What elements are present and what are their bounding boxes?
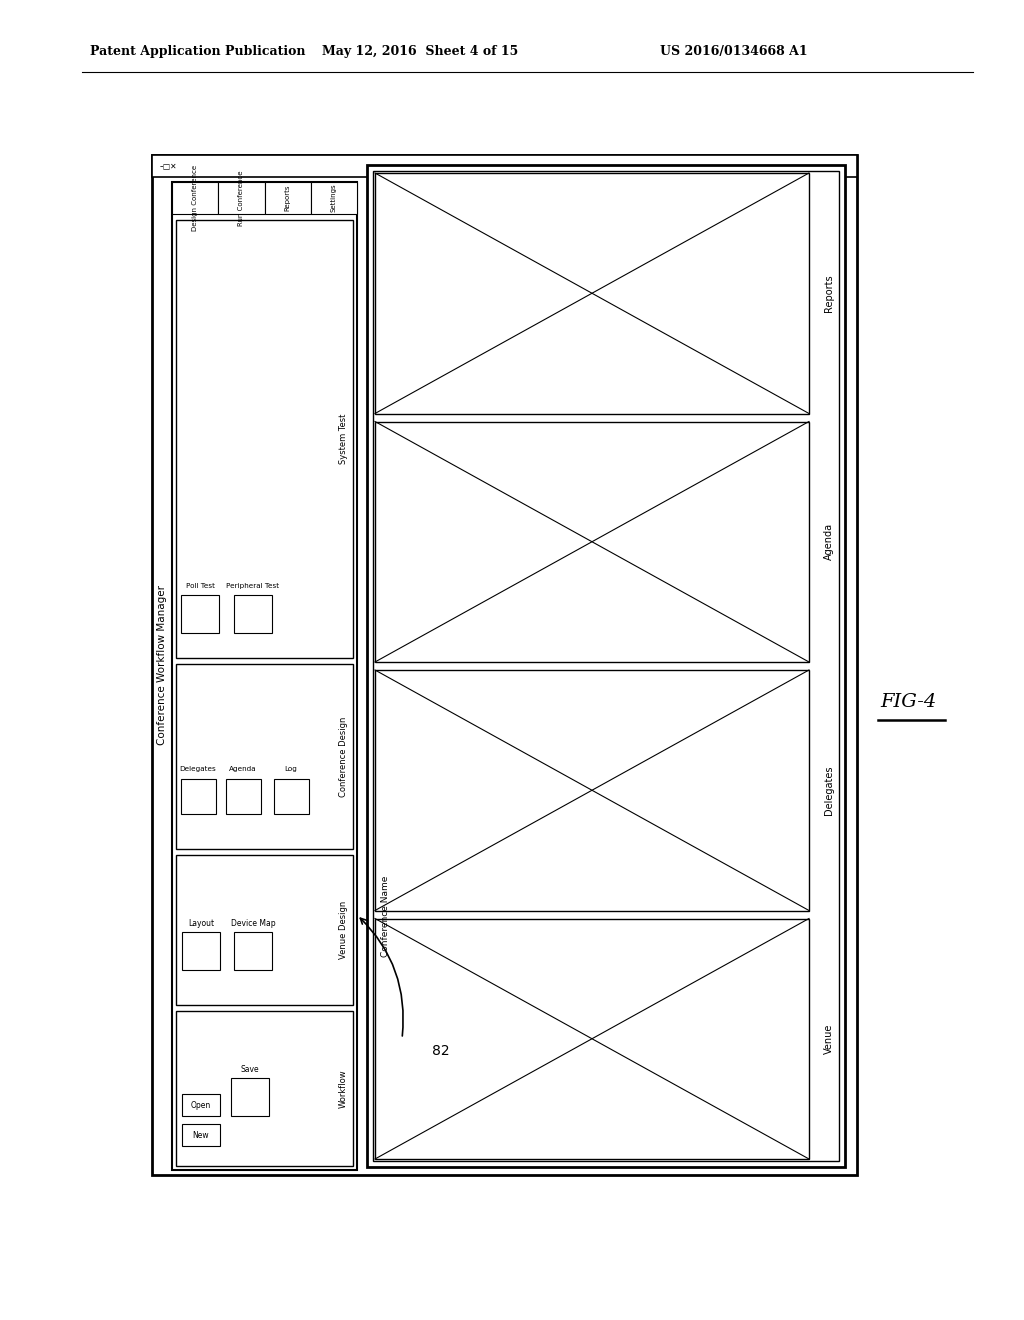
- Text: Device Map: Device Map: [230, 919, 275, 928]
- Bar: [182, 1094, 220, 1115]
- Bar: [373, 172, 839, 1162]
- Text: System Test: System Test: [339, 413, 347, 465]
- Text: Log: Log: [285, 766, 297, 772]
- Bar: [264, 182, 310, 214]
- Bar: [367, 165, 845, 1167]
- Text: Layout: Layout: [188, 919, 214, 928]
- Bar: [152, 154, 857, 177]
- Text: Agenda: Agenda: [824, 523, 834, 560]
- Text: Open: Open: [190, 1101, 211, 1110]
- Bar: [375, 173, 809, 413]
- Bar: [176, 855, 353, 1005]
- Text: FIG-4: FIG-4: [880, 693, 936, 711]
- Text: New: New: [193, 1130, 209, 1139]
- Text: Delegates: Delegates: [824, 766, 834, 814]
- Bar: [218, 182, 264, 214]
- Text: Save: Save: [241, 1064, 259, 1073]
- Bar: [176, 220, 353, 657]
- Bar: [172, 182, 357, 1170]
- Bar: [310, 182, 357, 214]
- Bar: [375, 919, 809, 1159]
- Text: Design Conference: Design Conference: [193, 165, 198, 231]
- Text: Reports: Reports: [285, 185, 291, 211]
- Text: Reports: Reports: [824, 275, 834, 312]
- Text: Patent Application Publication: Patent Application Publication: [90, 45, 305, 58]
- Bar: [234, 932, 272, 970]
- Bar: [176, 1011, 353, 1166]
- Bar: [172, 182, 218, 214]
- Bar: [375, 671, 809, 911]
- Text: Poll Test: Poll Test: [185, 583, 214, 589]
- Text: Delegates: Delegates: [179, 766, 216, 772]
- Text: Conference Name: Conference Name: [381, 875, 389, 957]
- Bar: [181, 779, 216, 814]
- Bar: [234, 595, 272, 634]
- Text: Workflow: Workflow: [339, 1069, 347, 1107]
- Bar: [182, 1125, 220, 1146]
- Text: Conference Design: Conference Design: [339, 717, 347, 797]
- Bar: [176, 664, 353, 849]
- Bar: [181, 595, 219, 634]
- Bar: [231, 1078, 269, 1115]
- Bar: [152, 154, 857, 1175]
- Text: US 2016/0134668 A1: US 2016/0134668 A1: [660, 45, 808, 58]
- Text: Settings: Settings: [331, 183, 337, 213]
- Text: Conference Workflow Manager: Conference Workflow Manager: [157, 585, 167, 744]
- Text: Run Conference: Run Conference: [239, 170, 245, 226]
- Bar: [274, 779, 309, 814]
- Text: Venue Design: Venue Design: [339, 900, 347, 960]
- Text: Peripheral Test: Peripheral Test: [226, 583, 280, 589]
- Text: 82: 82: [432, 1044, 450, 1057]
- Bar: [375, 421, 809, 663]
- Bar: [226, 779, 261, 814]
- Text: Agenda: Agenda: [229, 766, 257, 772]
- Text: –□✕: –□✕: [160, 161, 177, 170]
- Bar: [182, 932, 220, 970]
- Text: Venue: Venue: [824, 1023, 834, 1053]
- Text: May 12, 2016  Sheet 4 of 15: May 12, 2016 Sheet 4 of 15: [322, 45, 518, 58]
